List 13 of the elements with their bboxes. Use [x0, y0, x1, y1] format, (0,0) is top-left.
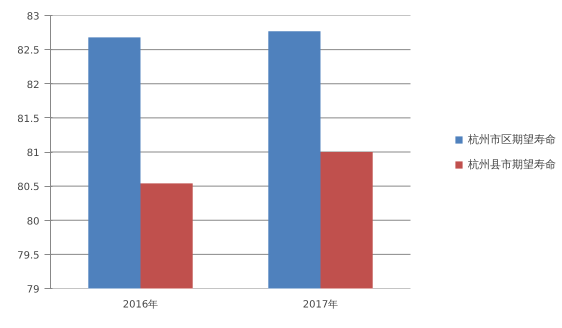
x-tick-label: 2016年 [122, 298, 158, 310]
y-tick-label: 83 [26, 12, 40, 22]
y-tick-label: 82 [26, 80, 40, 91]
y-tick-label: 81 [26, 148, 40, 159]
y-tick-label: 82.5 [17, 46, 40, 57]
y-tick-label: 81.5 [17, 114, 40, 125]
y-tick-label: 79.5 [17, 250, 40, 262]
x-tick-label: 2017年 [302, 298, 338, 310]
y-tick-label: 79 [26, 284, 40, 296]
y-tick-label: 80 [26, 216, 40, 228]
legend-label: 杭州县市期望寿命 [468, 156, 556, 172]
y-tick-label: 80.5 [17, 182, 40, 194]
legend-label: 杭州市区期望寿命 [468, 132, 556, 146]
